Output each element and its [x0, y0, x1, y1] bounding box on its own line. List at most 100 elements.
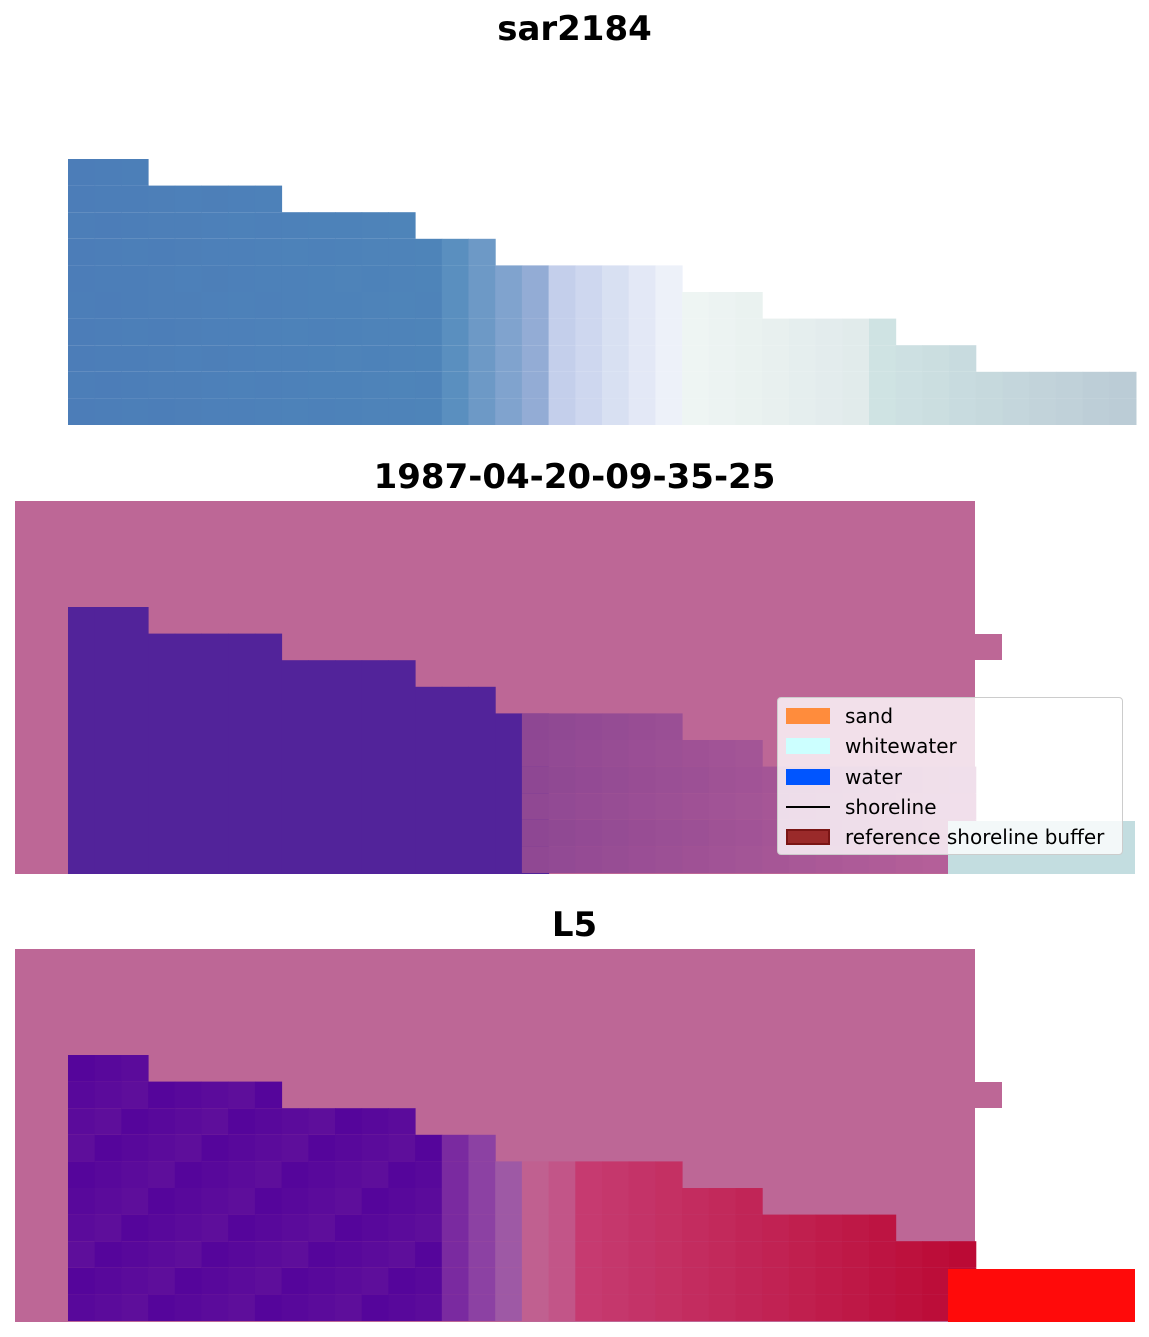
- index-pixel: [815, 1267, 843, 1295]
- image-pixel: [94, 292, 122, 319]
- overlay-notch: [975, 634, 1002, 660]
- image-pixel: [148, 371, 176, 399]
- index-pixel: [335, 1161, 363, 1188]
- image-pixel: [495, 318, 523, 346]
- index-pixel: [468, 1134, 496, 1162]
- index-pixel: [441, 1267, 469, 1295]
- image-pixel: [708, 398, 736, 425]
- image-pixel: [922, 398, 950, 425]
- mixed-pixel: [521, 819, 550, 847]
- image-pixel: [388, 345, 416, 372]
- index-pixel: [94, 1214, 122, 1242]
- mixed-pixel: [655, 846, 683, 873]
- image-pixel: [682, 398, 710, 425]
- index-pixel: [94, 1108, 122, 1135]
- mixed-pixel: [521, 713, 550, 740]
- classification-image-panel: [15, 501, 1135, 874]
- image-pixel: [148, 398, 176, 425]
- index-pixel: [201, 1294, 229, 1321]
- mixed-pixel: [575, 766, 603, 794]
- image-pixel: [254, 238, 283, 266]
- index-pixel: [495, 1267, 523, 1295]
- image-pixel: [308, 292, 336, 319]
- index-pixel: [655, 1294, 683, 1321]
- image-pixel: [949, 398, 977, 425]
- index-pixel: [281, 1108, 309, 1135]
- image-pixel: [68, 238, 96, 266]
- water-class-pixel: [201, 633, 229, 874]
- image-pixel: [201, 238, 229, 266]
- index-pixel: [441, 1134, 469, 1162]
- image-pixel: [174, 185, 202, 213]
- index-pixel: [174, 1188, 202, 1215]
- image-pixel: [975, 371, 1003, 399]
- index-pixel: [335, 1294, 363, 1321]
- index-pixel: [148, 1161, 176, 1188]
- image-pixel: [842, 318, 870, 346]
- mixed-pixel: [602, 846, 630, 873]
- index-pixel: [788, 1294, 817, 1321]
- image-pixel: [949, 345, 977, 372]
- image-pixel: [602, 265, 630, 292]
- image-pixel: [388, 371, 416, 399]
- image-pixel: [655, 345, 683, 372]
- image-pixel: [148, 185, 176, 213]
- image-pixel: [148, 292, 176, 319]
- image-pixel: [335, 212, 363, 239]
- index-pixel: [949, 1241, 977, 1268]
- image-pixel: [575, 318, 603, 346]
- image-pixel: [281, 265, 309, 292]
- legend-item-water: water: [778, 762, 1122, 792]
- water-class-pixel: [94, 607, 122, 874]
- index-pixel: [708, 1241, 736, 1268]
- image-pixel: [121, 159, 149, 186]
- mixed-pixel: [548, 846, 576, 873]
- index-pixel: [201, 1188, 229, 1215]
- index-pixel: [361, 1241, 389, 1268]
- image-pixel: [1109, 371, 1137, 399]
- image-pixel: [628, 265, 656, 292]
- index-pixel: [94, 1188, 122, 1215]
- mixed-pixel: [575, 740, 603, 767]
- image-pixel: [575, 371, 603, 399]
- mixed-pixel: [628, 766, 656, 794]
- mixed-pixel: [708, 766, 736, 794]
- index-pixel: [628, 1188, 656, 1215]
- image-pixel: [308, 238, 336, 266]
- index-pixel: [228, 1134, 256, 1162]
- index-pixel: [308, 1161, 336, 1188]
- mixed-pixel: [521, 846, 550, 873]
- image-pixel: [201, 345, 229, 372]
- mixed-pixel: [735, 846, 763, 873]
- image-pixel: [1002, 398, 1030, 425]
- index-pixel: [575, 1214, 603, 1242]
- image-pixel: [548, 265, 576, 292]
- image-pixel: [148, 212, 176, 239]
- image-pixel: [254, 265, 283, 292]
- index-pixel: [335, 1134, 363, 1162]
- index-pixel: [94, 1241, 122, 1268]
- index-pixel: [655, 1188, 683, 1215]
- mixed-pixel: [575, 713, 603, 740]
- image-pixel: [1055, 398, 1084, 425]
- image-pixel: [68, 212, 96, 239]
- image-pixel: [281, 318, 309, 346]
- image-pixel: [468, 265, 496, 292]
- index-pixel: [148, 1214, 176, 1242]
- image-pixel: [682, 318, 710, 346]
- image-pixel: [308, 212, 336, 239]
- water-class-pixel: [68, 607, 96, 874]
- image-pixel: [468, 318, 496, 346]
- index-pixel: [308, 1267, 336, 1295]
- image-pixel: [388, 212, 416, 239]
- index-pixel: [548, 1161, 576, 1188]
- image-pixel: [281, 238, 309, 266]
- index-pixel: [575, 1241, 603, 1268]
- legend-item-reference-shoreline-buffer: reference shoreline buffer: [778, 822, 1122, 852]
- mixed-pixel: [682, 793, 710, 820]
- legend-label-water: water: [845, 765, 902, 789]
- index-pixel: [361, 1134, 389, 1162]
- index-pixel: [788, 1241, 817, 1268]
- index-pixel: [201, 1081, 229, 1109]
- index-pixel: [228, 1267, 256, 1295]
